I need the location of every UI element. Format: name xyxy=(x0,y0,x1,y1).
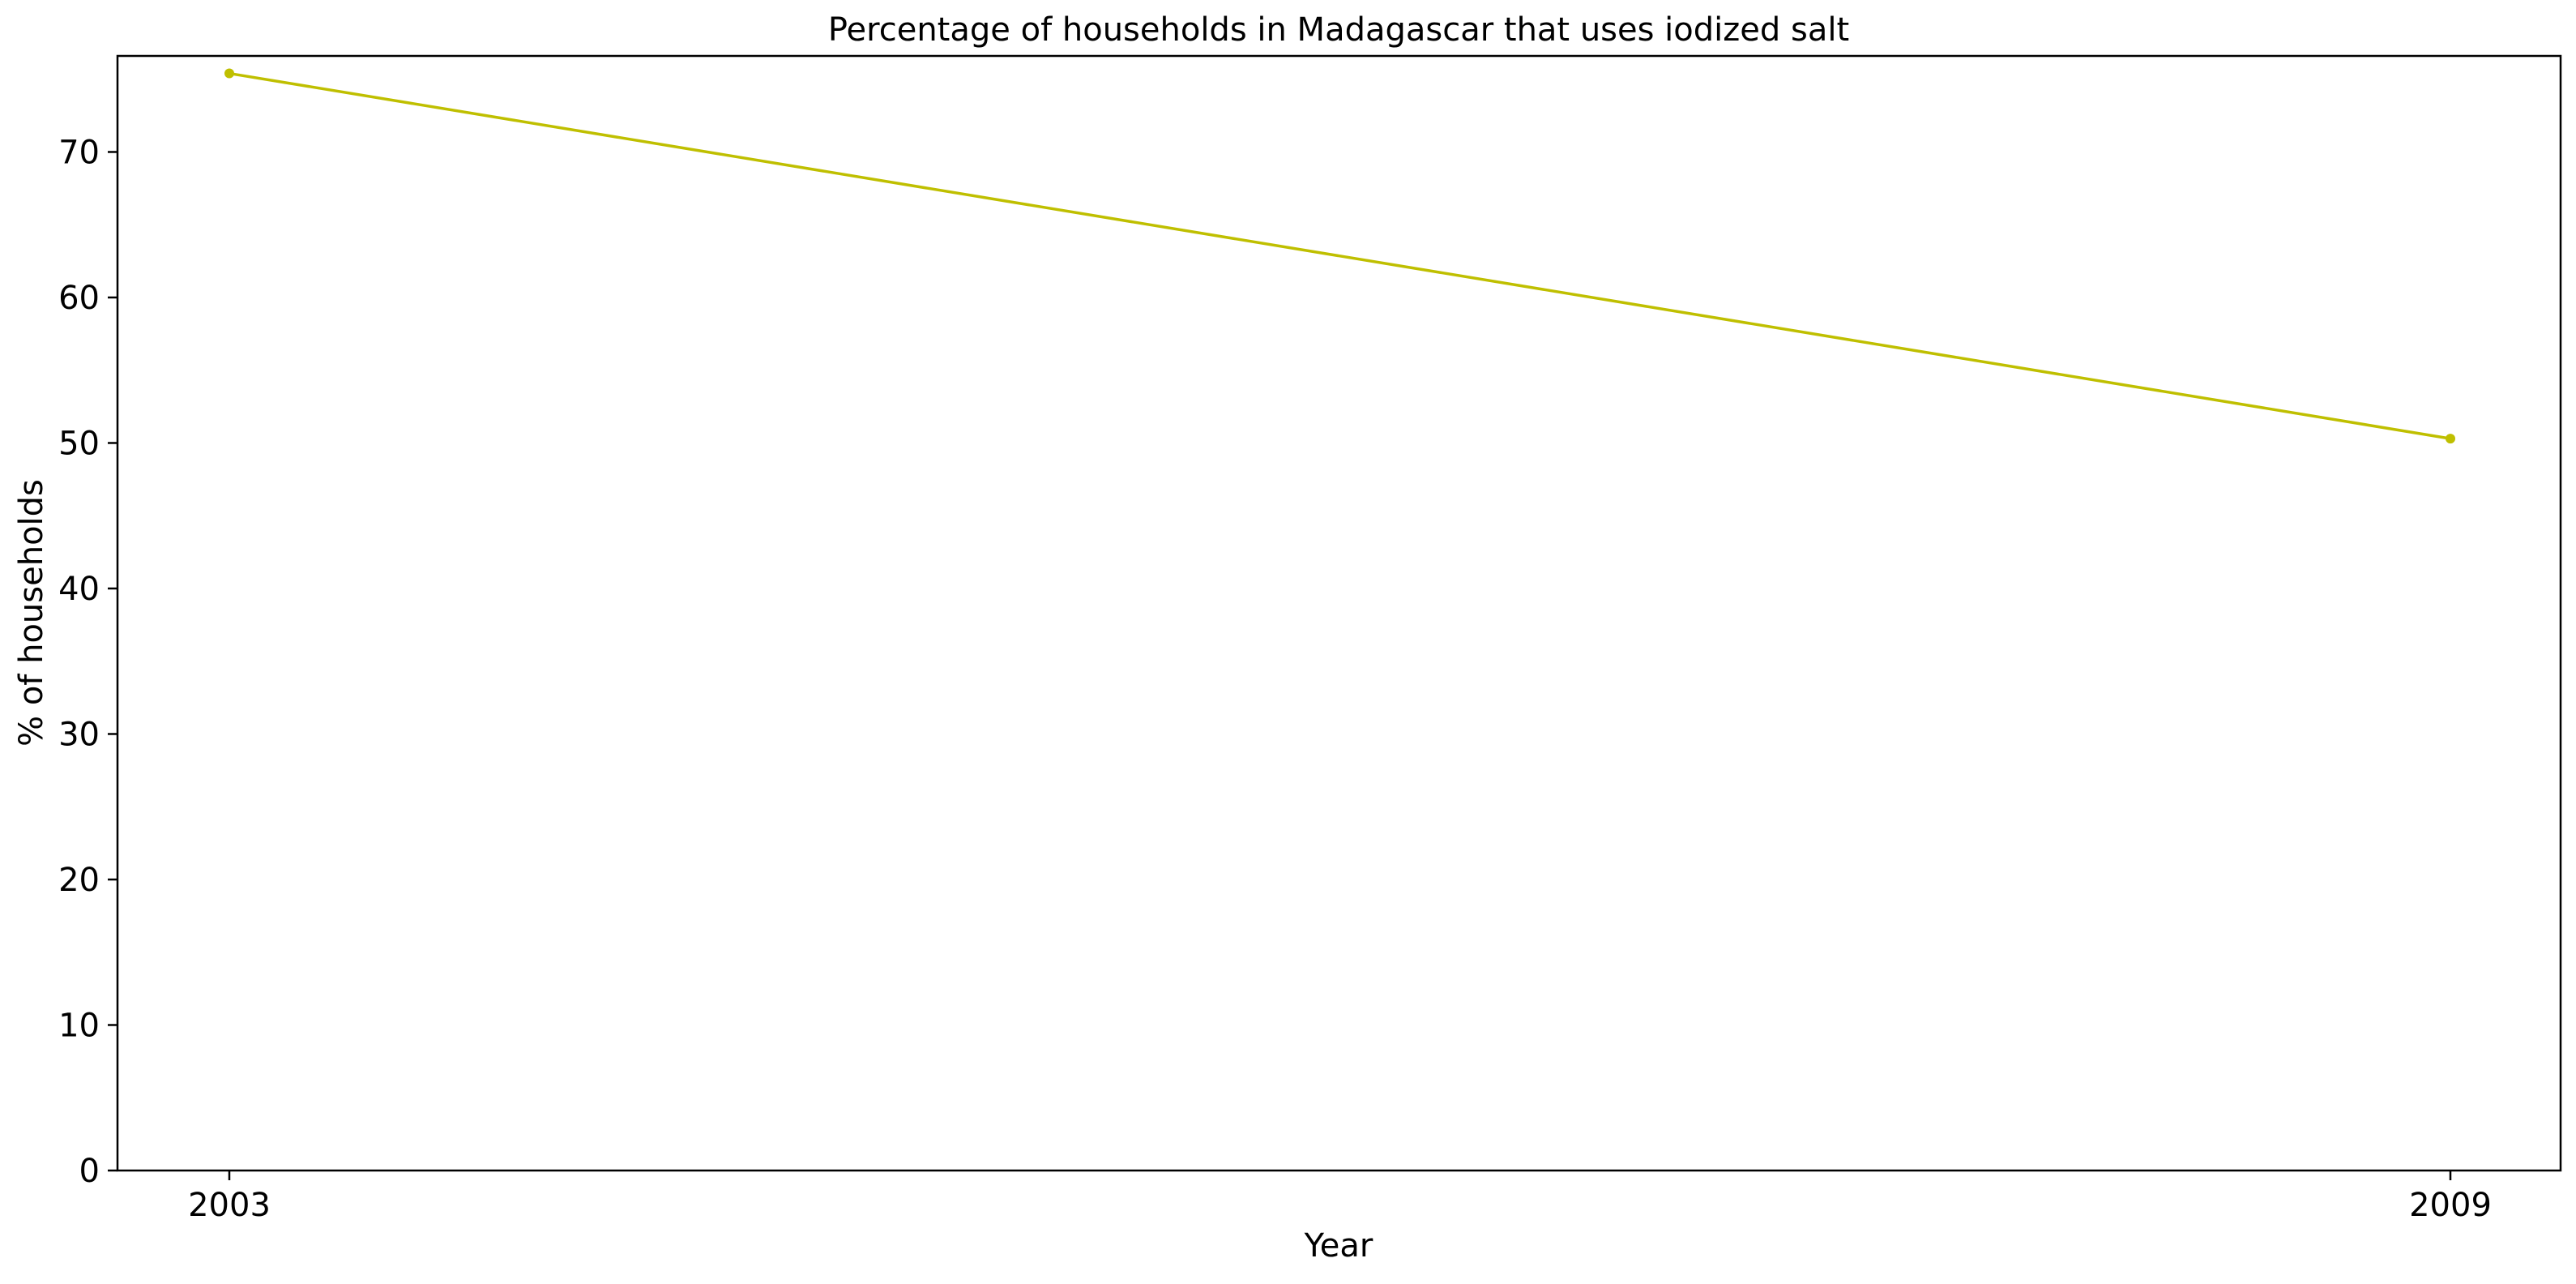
x-tick-label: 2003 xyxy=(188,1187,271,1224)
y-tick-label: 60 xyxy=(58,280,100,317)
data-point xyxy=(224,68,234,79)
x-axis-ticks: 2003 2009 xyxy=(188,1171,2492,1224)
chart-title: Percentage of households in Madagascar t… xyxy=(828,11,1849,49)
series-layer xyxy=(224,68,2455,444)
y-tick-label: 70 xyxy=(58,134,100,171)
y-tick-label: 0 xyxy=(79,1153,100,1190)
y-tick-label: 20 xyxy=(58,862,100,899)
y-axis-label: % of households xyxy=(13,479,50,747)
x-tick-label: 2009 xyxy=(2409,1187,2492,1224)
series-line xyxy=(229,71,2451,440)
data-point xyxy=(2446,434,2455,444)
y-tick-label: 10 xyxy=(58,1007,100,1044)
y-tick-label: 40 xyxy=(58,571,100,608)
plot-area-frame xyxy=(116,54,2562,1172)
y-axis-ticks: 0 10 20 30 40 50 60 70 xyxy=(58,134,117,1190)
y-tick-label: 30 xyxy=(58,716,100,753)
x-axis-label: Year xyxy=(1304,1227,1373,1265)
y-tick-label: 50 xyxy=(58,425,100,462)
